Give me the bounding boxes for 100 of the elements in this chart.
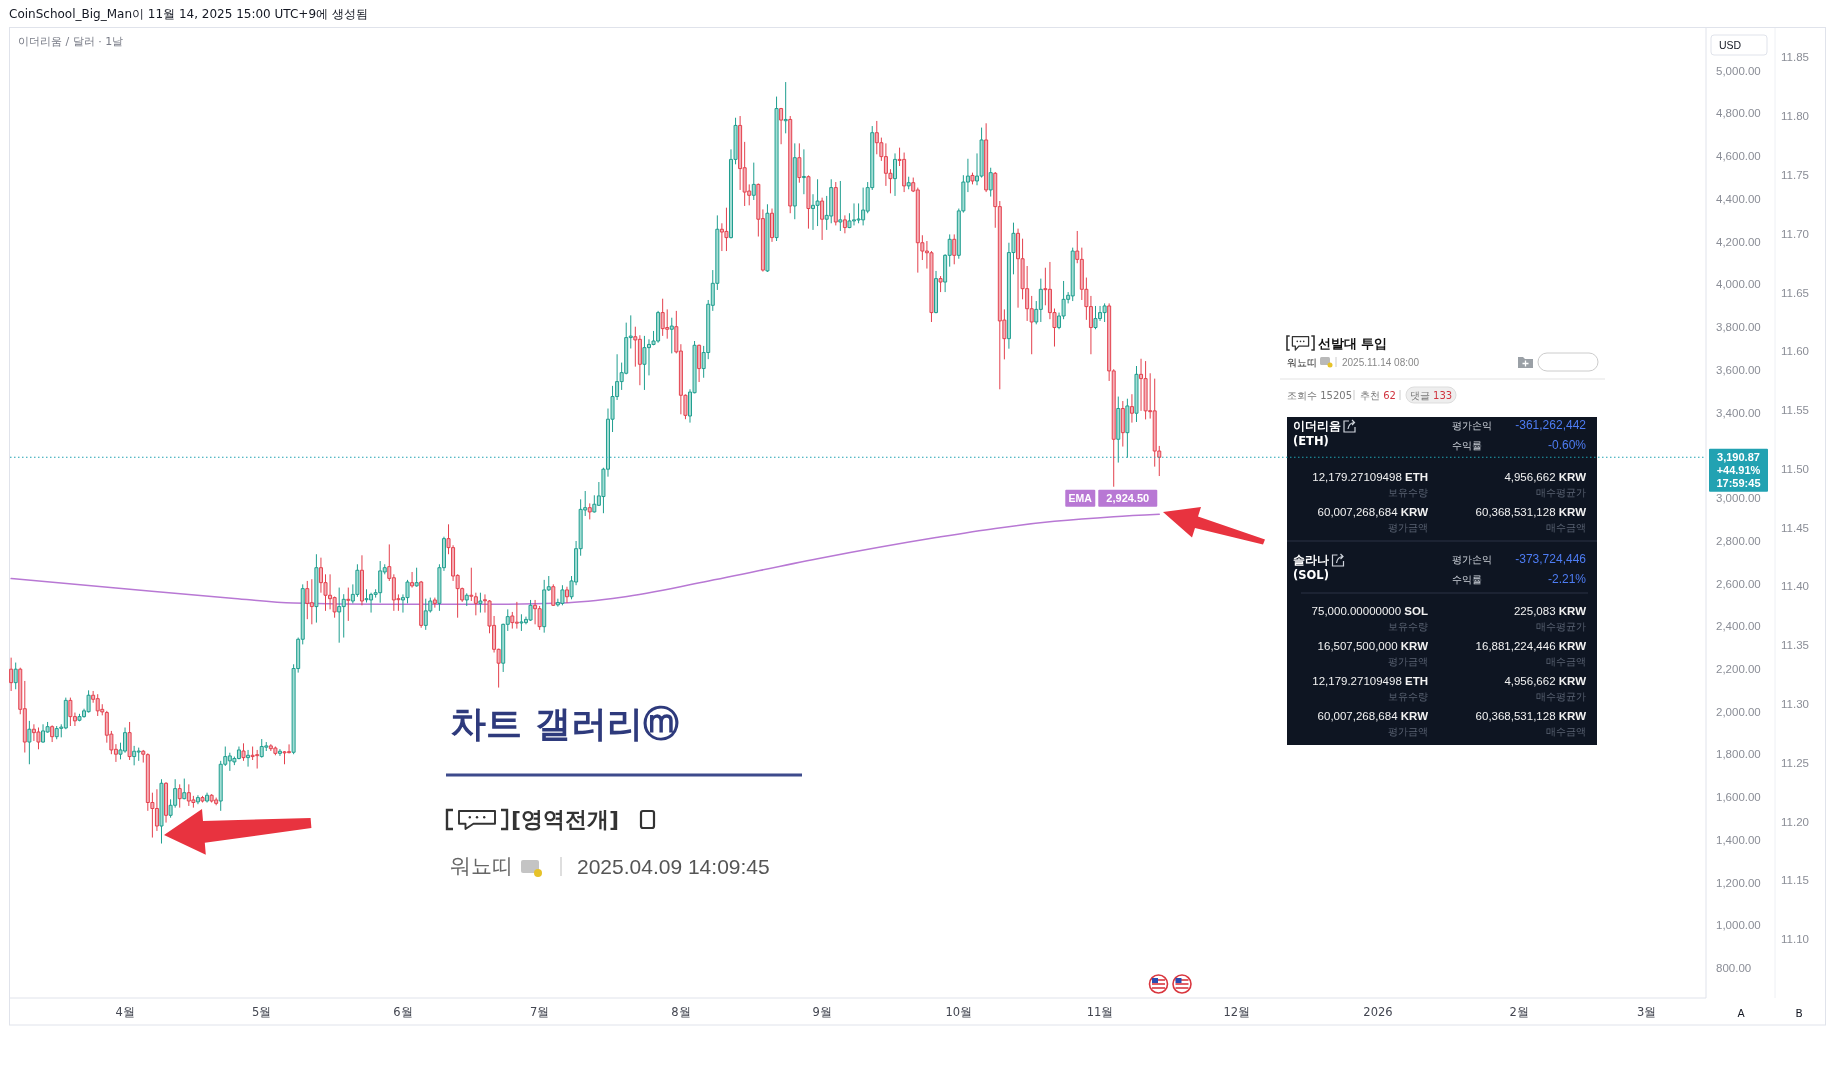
candlestick	[132, 745, 137, 766]
candlestick	[893, 152, 898, 197]
candlestick	[1016, 228, 1021, 309]
candlestick	[177, 783, 182, 809]
candlestick	[774, 96, 779, 242]
candlestick	[1134, 365, 1139, 423]
annotation: 평가손익	[1452, 419, 1492, 431]
annotation: [영역전개]	[511, 806, 620, 832]
candlestick	[36, 727, 41, 750]
candlestick	[697, 344, 702, 383]
annotation: 댓글 133	[1409, 389, 1453, 401]
annotation: 이더리움	[1293, 419, 1341, 433]
annotation: 보유수량	[1388, 690, 1428, 702]
annotation: 12,179.27109498 ETH	[1312, 471, 1428, 483]
annotation: 보유수량	[1388, 620, 1428, 632]
annotation: -0.60%	[1547, 438, 1587, 452]
candlestick	[514, 601, 519, 630]
candlestick	[478, 592, 483, 614]
y-axis-title: USD	[1719, 39, 1742, 51]
candlestick	[182, 778, 187, 800]
y-tick-label: 4,600.00	[1716, 150, 1761, 163]
text: 이더리움 / 달러 · 1날	[18, 34, 124, 48]
candlestick	[642, 335, 647, 391]
text: 차트 갤러리ⓜ	[450, 702, 679, 744]
y-tick-label: 1,400.00	[1716, 833, 1761, 846]
y2-tick-label: 11.55	[1781, 404, 1809, 417]
candlestick	[164, 781, 169, 824]
candlestick	[309, 578, 314, 625]
candlestick	[159, 778, 164, 845]
y-tick-label: 1,600.00	[1716, 791, 1761, 804]
candlestick	[346, 587, 351, 622]
text: 선발대 투입	[1318, 335, 1388, 351]
candlestick	[934, 270, 939, 314]
annotation: 12,179.27109498 ETH	[1312, 675, 1428, 687]
candlestick	[205, 792, 210, 803]
annotation: 추천 62	[1360, 389, 1396, 401]
y-tick-label: 1,800.00	[1716, 748, 1761, 761]
annotation: 16,507,500,000 KRW	[1317, 640, 1429, 652]
annotation: 매수평균가	[1536, 620, 1586, 632]
candlestick	[136, 747, 141, 762]
text: CoinSchool_Big_Man이 11월 14, 2025 15:00 UTC+9에 생성됨	[9, 7, 368, 21]
candlestick	[660, 298, 665, 337]
candlestick	[50, 724, 55, 743]
y2-tick-label: 11.45	[1781, 521, 1809, 534]
candlestick	[564, 586, 569, 604]
candlestick	[988, 167, 993, 198]
x-tick-label: 2월	[1509, 1005, 1529, 1019]
candlestick	[587, 502, 592, 520]
y2-tick-label: 11.50	[1781, 462, 1809, 475]
candlestick	[519, 613, 524, 632]
candlestick	[792, 142, 797, 220]
y-tick-label: 3,800.00	[1716, 321, 1761, 334]
y-tick-label: 1,200.00	[1716, 876, 1761, 889]
candlestick	[1093, 305, 1098, 330]
y2-tick-label: 11.15	[1781, 874, 1809, 887]
annotation: 2025.04.09 14:09:45	[577, 854, 770, 878]
annotation: 매수평균가	[1536, 486, 1586, 498]
x-tick-label: 2026	[1363, 1005, 1393, 1019]
candlestick	[906, 176, 911, 190]
candlestick	[842, 214, 847, 234]
candlestick	[724, 207, 729, 252]
annotation: 조회수 15205	[1287, 389, 1352, 401]
x-tick-label: 3월	[1637, 1005, 1657, 1019]
annotation: -2.21%	[1547, 572, 1587, 586]
candlestick	[27, 720, 32, 765]
candlestick	[1125, 398, 1130, 459]
annotation: 보유수량	[1388, 486, 1428, 498]
candlestick	[337, 587, 342, 644]
y-tick-label: 1,000.00	[1716, 919, 1761, 932]
candlestick	[432, 597, 437, 609]
x-tick-label: 11월	[1086, 1005, 1114, 1019]
y2-tick-label: 11.40	[1781, 580, 1809, 593]
candlestick	[551, 583, 556, 607]
annotation: (SOL)	[1293, 568, 1329, 582]
candlestick	[779, 107, 784, 145]
candlestick	[195, 794, 200, 805]
annotation: 평가금액	[1388, 725, 1428, 737]
y-tick-label: 800.00	[1716, 962, 1752, 975]
y-tick-label: 4,000.00	[1716, 278, 1761, 291]
annotation: -361,262,442	[1515, 418, 1587, 432]
y-tick-label: 3,400.00	[1716, 406, 1761, 419]
y2-tick-label: 11.10	[1781, 933, 1809, 946]
candlestick	[414, 567, 419, 588]
candlestick	[314, 553, 319, 624]
candlestick	[86, 689, 91, 714]
y2-tick-label: 11.70	[1781, 227, 1809, 240]
candlestick	[970, 172, 975, 185]
line-series	[10, 513, 1161, 605]
x-tick-label: 9월	[812, 1005, 832, 1019]
annotation: 수익률	[1452, 439, 1482, 451]
candlestick	[241, 742, 246, 762]
candlestick	[806, 174, 811, 230]
x-tick-label: 12월	[1223, 1005, 1251, 1019]
candlestick	[419, 580, 424, 629]
annotation: 워뇨띠	[450, 854, 513, 878]
candlestick	[54, 725, 59, 740]
candlestick	[9, 657, 14, 692]
candlestick	[359, 554, 364, 606]
candlestick	[984, 122, 989, 193]
x-tick-label: 8월	[671, 1005, 691, 1019]
